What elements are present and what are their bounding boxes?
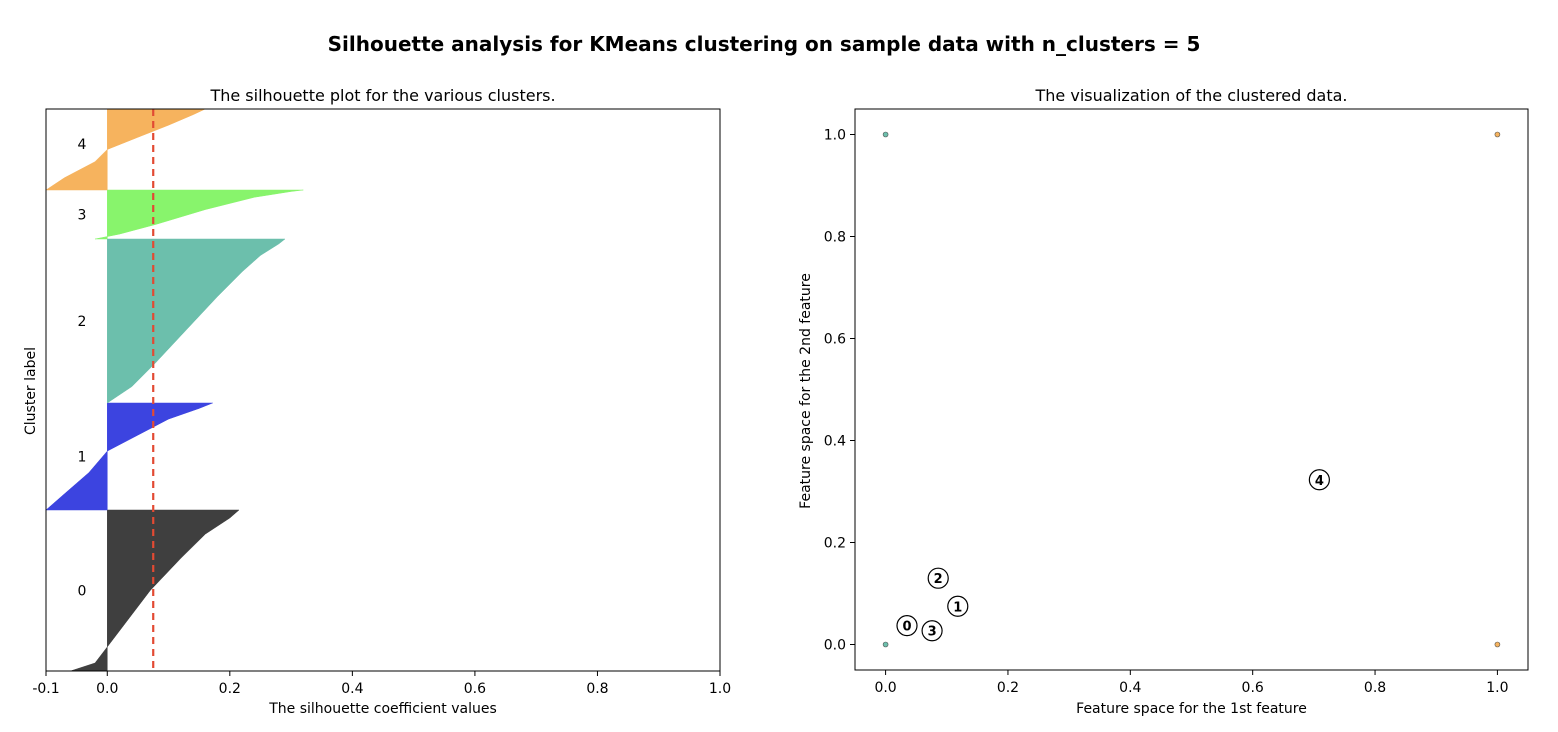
scatter-point — [1494, 131, 1501, 138]
cluster-label: 3 — [78, 208, 87, 224]
scatter-plot: The visualization of the clustered data.… — [798, 86, 1529, 717]
scatter-plot-frame — [854, 108, 1529, 671]
scatter-x-ticks: 0.0 0.2 0.4 0.6 0.8 1.0 — [874, 670, 1509, 696]
cluster-center-label: 2 — [934, 572, 943, 587]
silhouette-x-axis-label: The silhouette coefficient values — [268, 701, 497, 717]
silhouette-x-ticks: -0.1 0.0 0.2 0.4 0.6 0.8 1.0 — [32, 671, 731, 697]
silhouette-area-cluster-3 — [94, 189, 304, 240]
scatter-point — [1494, 641, 1501, 648]
silhouette-area-cluster-0 — [70, 509, 240, 672]
x-tick-label: -0.1 — [32, 681, 59, 697]
cluster-center-marker — [896, 615, 918, 637]
cluster-center-marker — [1308, 469, 1330, 491]
scatter-y-ticks: 0.0 0.2 0.4 0.6 0.8 1.0 — [824, 128, 855, 654]
cluster-center-label: 1 — [953, 600, 962, 615]
x-tick-label: 1.0 — [1486, 680, 1508, 696]
x-tick-label: 0.2 — [997, 680, 1019, 696]
scatter-point — [882, 641, 889, 648]
cluster-labels: 0 1 2 3 4 — [78, 137, 87, 600]
silhouette-plot-title: The silhouette plot for the various clus… — [209, 86, 555, 105]
x-tick-label: 0.0 — [96, 681, 118, 697]
x-tick-label: 0.0 — [874, 680, 896, 696]
y-tick-label: 0.6 — [824, 332, 846, 348]
cluster-center-label: 4 — [1315, 474, 1324, 489]
cluster-center-marker — [921, 620, 943, 642]
y-tick-label: 0.2 — [824, 536, 846, 552]
silhouette-area-cluster-2 — [107, 238, 286, 404]
cluster-centers: 0 12 3 4 — [896, 469, 1330, 642]
silhouette-plot: The silhouette plot for the various clus… — [23, 86, 731, 717]
cluster-center-3: 3 — [921, 620, 943, 642]
cluster-label: 4 — [78, 137, 87, 153]
cluster-center-1: 1 — [947, 595, 969, 617]
x-tick-label: 0.8 — [586, 681, 608, 697]
silhouette-area-cluster-1 — [45, 402, 213, 511]
x-tick-label: 0.4 — [1119, 680, 1141, 696]
x-tick-label: 0.6 — [464, 681, 486, 697]
silhouette-area-cluster-4 — [45, 108, 206, 191]
y-tick-label: 1.0 — [824, 128, 846, 144]
scatter-x-axis-label: Feature space for the 1st feature — [1076, 701, 1307, 717]
cluster-center-marker — [947, 595, 969, 617]
cluster-label: 1 — [78, 450, 87, 466]
silhouette-plot-frame — [45, 108, 721, 672]
x-tick-label: 0.4 — [341, 681, 363, 697]
scatter-plot-title: The visualization of the clustered data. — [1035, 86, 1348, 105]
silhouette-areas — [45, 108, 304, 672]
figure-suptitle: Silhouette analysis for KMeans clusterin… — [327, 32, 1201, 56]
y-tick-label: 0.4 — [824, 434, 846, 450]
y-tick-label: 0.8 — [824, 230, 846, 246]
scatter-point — [882, 131, 889, 138]
cluster-label: 0 — [78, 584, 87, 600]
scatter-points — [882, 131, 1501, 648]
scatter-y-axis-label: Feature space for the 2nd feature — [798, 273, 814, 509]
cluster-center-label: 3 — [928, 625, 937, 640]
cluster-center-0: 0 — [896, 615, 918, 637]
cluster-center-label: 0 — [902, 620, 911, 635]
x-tick-label: 0.8 — [1364, 680, 1386, 696]
y-tick-label: 0.0 — [824, 638, 846, 654]
x-tick-label: 0.6 — [1242, 680, 1264, 696]
cluster-center-2: 2 — [927, 567, 949, 589]
cluster-center-marker — [927, 567, 949, 589]
silhouette-y-axis-label: Cluster label — [23, 347, 39, 435]
cluster-label: 2 — [78, 314, 87, 330]
x-tick-label: 1.0 — [709, 681, 731, 697]
cluster-center-4: 4 — [1308, 469, 1330, 491]
x-tick-label: 0.2 — [219, 681, 241, 697]
